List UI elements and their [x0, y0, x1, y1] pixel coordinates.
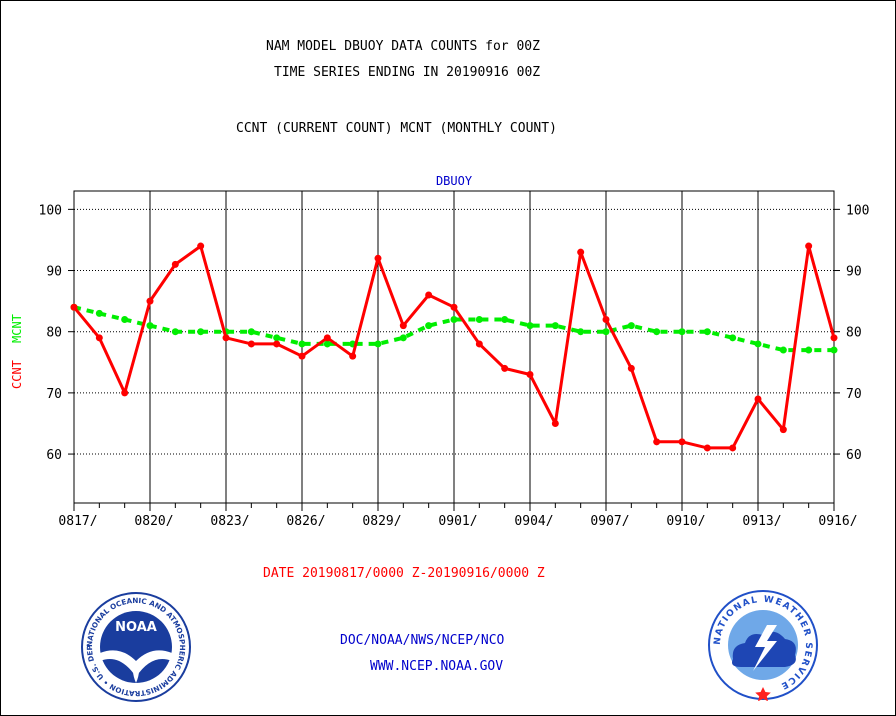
ccnt-point	[450, 303, 458, 311]
x-tick-label: 0817/	[58, 514, 97, 529]
mcnt-point	[273, 334, 281, 342]
ccnt-point	[247, 340, 255, 348]
ccnt-point	[653, 438, 661, 446]
y-tick-label-right: 70	[846, 387, 862, 402]
y-tick-label-left: 70	[46, 387, 62, 402]
nws-logo: NATIONAL WEATHER SERVICE	[708, 590, 818, 701]
mcnt-point	[577, 328, 585, 336]
noaa-logo: NATIONAL OCEANIC AND ATMOSPHERIC ADMINIS…	[80, 591, 191, 702]
mcnt-point	[323, 340, 331, 348]
ccnt-point	[95, 334, 103, 342]
mcnt-point	[374, 340, 382, 348]
ccnt-point	[374, 254, 382, 262]
mcnt-point	[805, 346, 813, 354]
mcnt-point	[754, 340, 762, 348]
mcnt-point	[551, 322, 559, 330]
ccnt-point	[703, 444, 711, 452]
mcnt-point	[678, 328, 686, 336]
x-tick-label: 0910/	[666, 514, 705, 529]
ccnt-point	[805, 242, 813, 250]
mcnt-point	[171, 328, 179, 336]
ccnt-point	[121, 389, 129, 397]
mcnt-point	[425, 322, 433, 330]
x-tick-label: 0907/	[590, 514, 629, 529]
y-axis-label-ccnt: CCNT	[10, 360, 24, 389]
ccnt-point	[551, 419, 559, 427]
ccnt-point	[298, 352, 306, 360]
ccnt-point	[577, 248, 585, 256]
ccnt-point	[830, 334, 838, 342]
ccnt-point	[526, 371, 534, 379]
mcnt-point	[830, 346, 838, 354]
x-tick-label: 0904/	[514, 514, 553, 529]
ccnt-point	[678, 438, 686, 446]
mcnt-point	[475, 315, 483, 323]
noaa-logo-text: NOAA	[115, 620, 157, 635]
y-tick-label-left: 100	[39, 203, 62, 218]
plot-title: DBUOY	[436, 174, 473, 188]
mcnt-point	[779, 346, 787, 354]
x-tick-label: 0823/	[210, 514, 249, 529]
x-tick-label: 0913/	[742, 514, 781, 529]
mcnt-point	[526, 322, 534, 330]
chart-title-line1: NAM MODEL DBUOY DATA COUNTS for 00Z	[266, 39, 540, 54]
ccnt-point	[222, 334, 230, 342]
mcnt-point	[121, 315, 129, 323]
y-tick-label-right: 60	[846, 448, 862, 463]
y-tick-label-right: 100	[846, 203, 869, 218]
mcnt-point	[602, 328, 610, 336]
y-tick-label-right: 80	[846, 326, 862, 341]
mcnt-point	[197, 328, 205, 336]
ccnt-point	[171, 260, 179, 268]
mcnt-point	[627, 322, 635, 330]
x-tick-label: 0829/	[362, 514, 401, 529]
ccnt-point	[602, 315, 610, 323]
date-range-label: DATE 20190817/0000 Z-20190916/0000 Z	[263, 566, 545, 581]
ccnt-point	[475, 340, 483, 348]
ccnt-point	[627, 364, 635, 372]
y-tick-label-right: 90	[846, 265, 862, 280]
ccnt-point	[425, 291, 433, 299]
x-tick-label: 0820/	[134, 514, 173, 529]
x-tick-label: 0916/	[818, 514, 857, 529]
y-axis-label-mcnt: MCNT	[10, 314, 24, 343]
ccnt-point	[273, 340, 281, 348]
ccnt-point	[501, 364, 509, 372]
chart-title-line2: TIME SERIES ENDING IN 20190916 00Z	[274, 65, 541, 80]
mcnt-point	[501, 315, 509, 323]
mcnt-point	[653, 328, 661, 336]
y-tick-label-left: 80	[46, 326, 62, 341]
ccnt-point	[146, 297, 154, 305]
chart-subtitle: CCNT (CURRENT COUNT) MCNT (MONTHLY COUNT…	[236, 121, 557, 136]
x-tick-label: 0826/	[286, 514, 325, 529]
ccnt-point	[779, 426, 787, 434]
mcnt-point	[247, 328, 255, 336]
mcnt-point	[729, 334, 737, 342]
mcnt-point	[146, 322, 154, 330]
y-tick-label-left: 90	[46, 265, 62, 280]
ccnt-point	[349, 352, 357, 360]
mcnt-point	[298, 340, 306, 348]
ccnt-point	[399, 322, 407, 330]
url-link[interactable]: WWW.NCEP.NOAA.GOV	[370, 659, 504, 674]
org-label: DOC/NOAA/NWS/NCEP/NCO	[340, 633, 505, 648]
ccnt-point	[197, 242, 205, 250]
mcnt-point	[450, 315, 458, 323]
mcnt-point	[399, 334, 407, 342]
mcnt-point	[703, 328, 711, 336]
x-tick-label: 0901/	[438, 514, 477, 529]
y-tick-label-left: 60	[46, 448, 62, 463]
ccnt-point	[729, 444, 737, 452]
mcnt-point	[95, 309, 103, 317]
ccnt-point	[70, 303, 78, 311]
ccnt-point	[754, 395, 762, 403]
ccnt-point	[323, 334, 331, 342]
